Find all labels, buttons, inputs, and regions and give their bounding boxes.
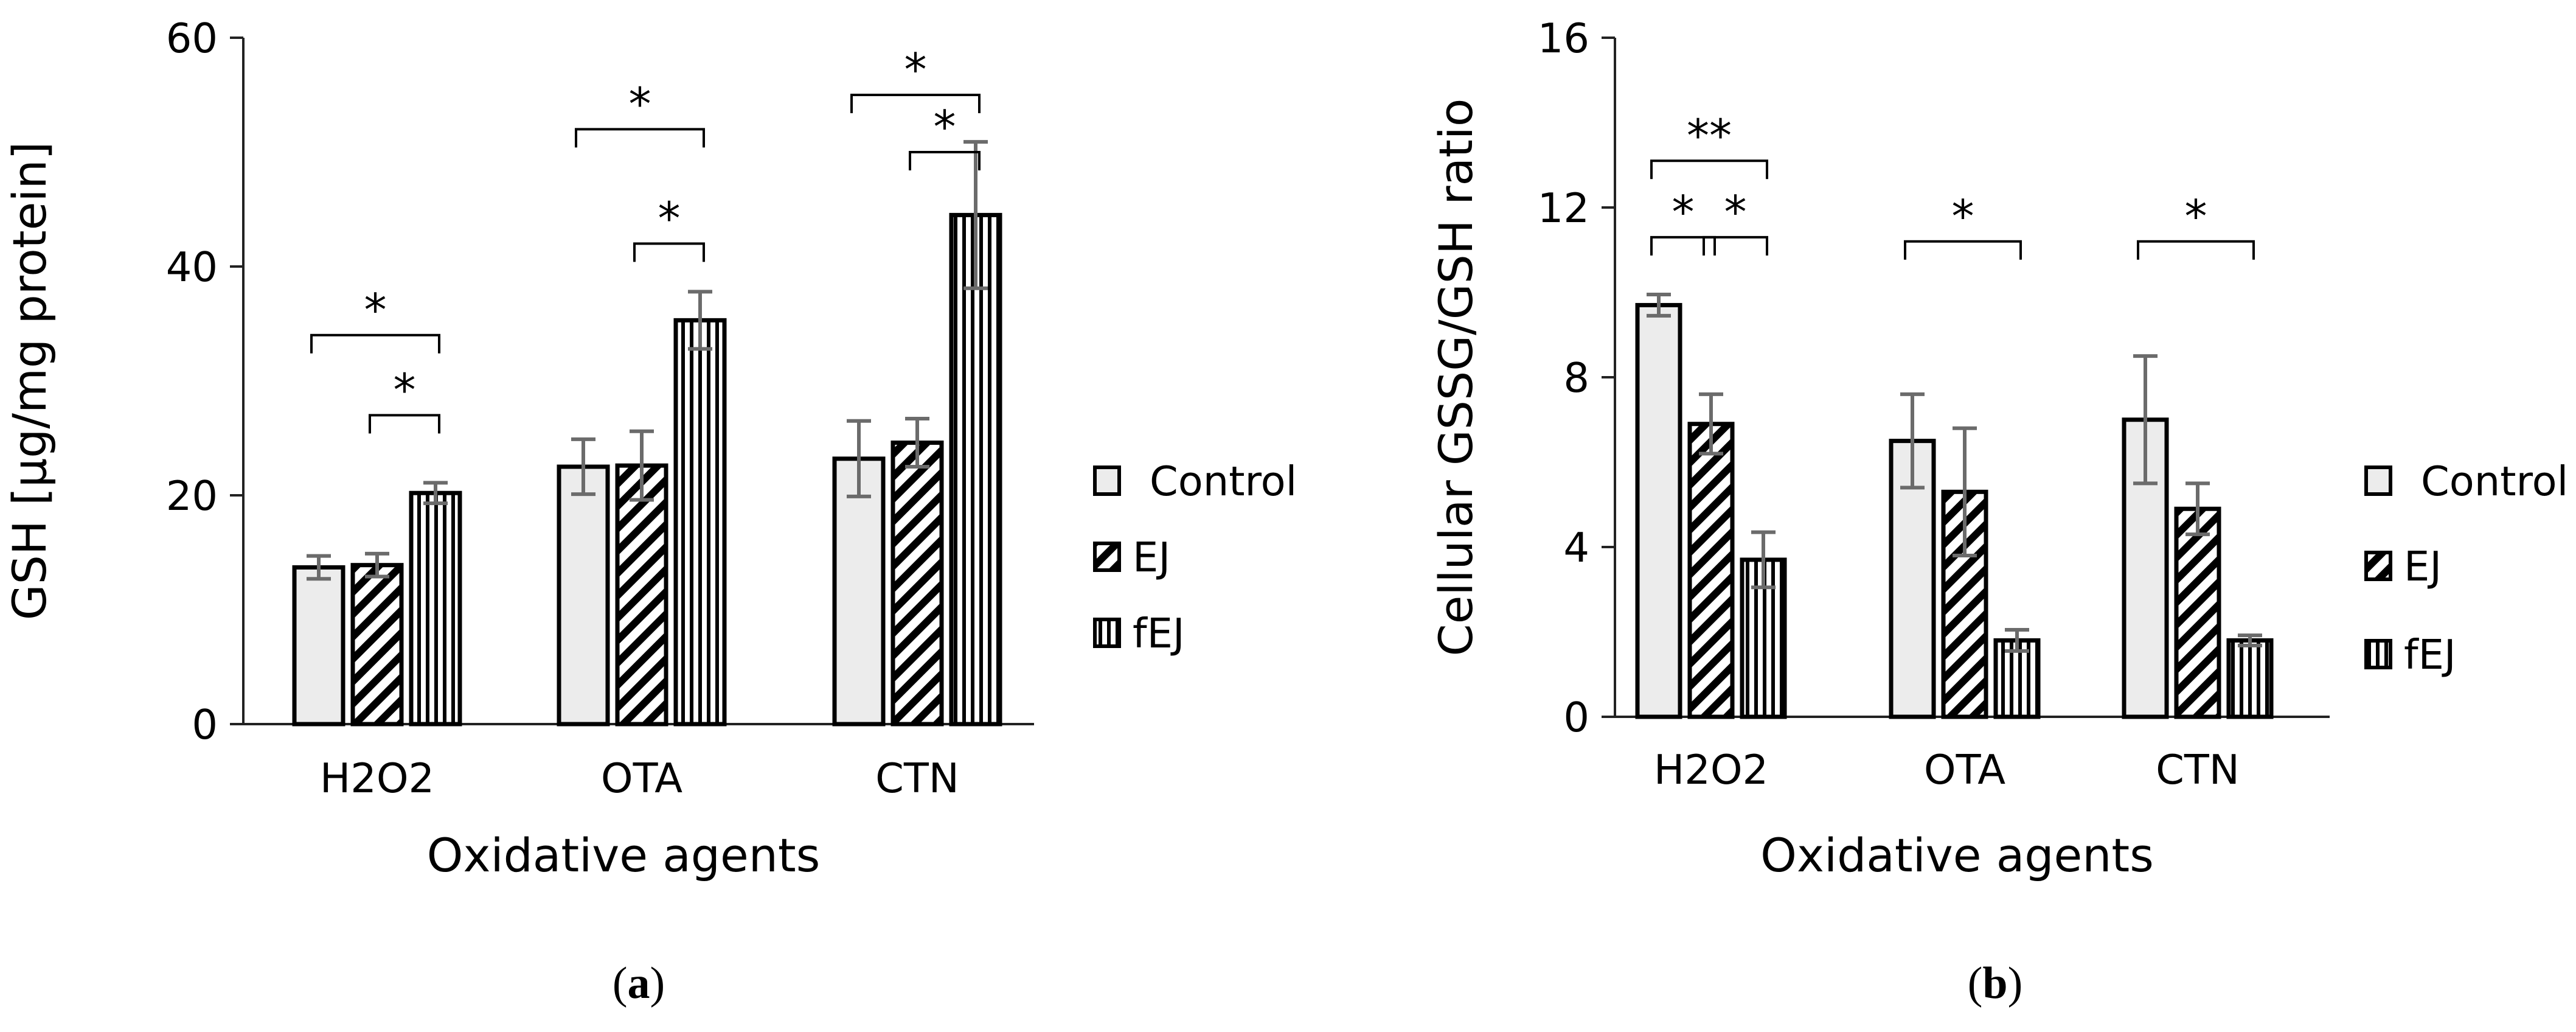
bar-ej-ctn: [2174, 506, 2221, 719]
x-tick-label: CTN: [875, 755, 959, 802]
significance-label: *: [1724, 186, 1747, 239]
x-axis-title: Oxidative agents: [427, 828, 821, 882]
y-axis-title: Cellular GSSG/GSH ratio: [1429, 99, 1483, 657]
y-tick-label: 40: [166, 243, 218, 291]
significance-label: *: [629, 78, 651, 130]
significance-bracket: [1650, 235, 1716, 256]
significance-label: *: [934, 101, 956, 153]
y-tick-label: 12: [1538, 184, 1589, 232]
legend-swatch-control: [1093, 465, 1121, 496]
bar-ej-h2o2: [350, 563, 404, 727]
significance-bracket: [369, 414, 440, 434]
y-tick-label: 8: [1563, 354, 1589, 402]
bar-fej-h2o2: [409, 490, 462, 727]
x-tick-label: OTA: [601, 755, 682, 802]
significance-bracket: [1703, 235, 1768, 256]
legend-label-ej: EJ: [1133, 534, 1170, 581]
bar-fej-ctn: [949, 212, 1002, 727]
x-axis-title: Oxidative agents: [1760, 828, 2154, 882]
significance-bracket: [310, 333, 440, 354]
bar-fej-ota: [1993, 638, 2041, 719]
bar-control-ctn: [832, 456, 886, 727]
significance-label: *: [2185, 190, 2207, 243]
x-tick-label: H2O2: [1654, 746, 1768, 793]
significance-label: *: [1672, 186, 1695, 239]
significance-label: *: [658, 192, 681, 245]
legend-label-control: Control: [1150, 458, 1297, 505]
bar-ej-ota: [615, 463, 668, 727]
bar-fej-ctn: [2226, 638, 2274, 719]
x-tick-label: CTN: [2156, 746, 2240, 793]
x-tick-label: OTA: [1924, 746, 2005, 793]
significance-bracket: [1904, 240, 2022, 260]
y-tick-label: 16: [1538, 15, 1589, 62]
significance-bracket: [909, 151, 981, 170]
x-tick-label: H2O2: [320, 755, 434, 802]
y-tick-label: 4: [1563, 524, 1589, 571]
significance-label: *: [1952, 190, 1974, 243]
y-tick-label: 60: [166, 15, 218, 62]
y-tick-label: 0: [192, 701, 218, 748]
bar-control-h2o2: [292, 565, 345, 727]
bar-ej-ctn: [890, 441, 944, 727]
legend-label-ej: EJ: [2404, 543, 2442, 590]
significance-label: *: [904, 44, 927, 96]
legend-swatch-ej: [2364, 551, 2392, 581]
significance-bracket: [850, 94, 981, 113]
legend-swatch-fej: [1093, 618, 1121, 648]
significance-bracket: [2137, 240, 2255, 260]
panel-label: (a): [613, 958, 665, 1008]
significance-bracket: [633, 242, 705, 262]
legend-swatch-fej: [2364, 639, 2392, 669]
bar-fej-ota: [673, 318, 727, 727]
y-tick-label: 20: [166, 472, 218, 520]
panel-label: (b): [1968, 958, 2022, 1008]
legend-label-fej: fEJ: [1133, 610, 1185, 657]
legend-label-fej: fEJ: [2404, 631, 2456, 678]
legend-label-control: Control: [2421, 458, 2568, 505]
y-tick-label: 0: [1563, 694, 1589, 741]
bar-control-h2o2: [1635, 302, 1682, 719]
significance-label: **: [1687, 110, 1732, 162]
legend-swatch-control: [2364, 465, 2392, 496]
significance-bracket: [1650, 159, 1768, 180]
significance-bracket: [575, 128, 705, 148]
bar-ej-h2o2: [1687, 422, 1735, 719]
legend-swatch-ej: [1093, 542, 1121, 572]
significance-label: *: [394, 364, 416, 416]
y-axis-title: GSH [µg/mg protein]: [2, 142, 57, 621]
bar-control-ota: [557, 464, 610, 727]
significance-label: *: [364, 284, 387, 336]
